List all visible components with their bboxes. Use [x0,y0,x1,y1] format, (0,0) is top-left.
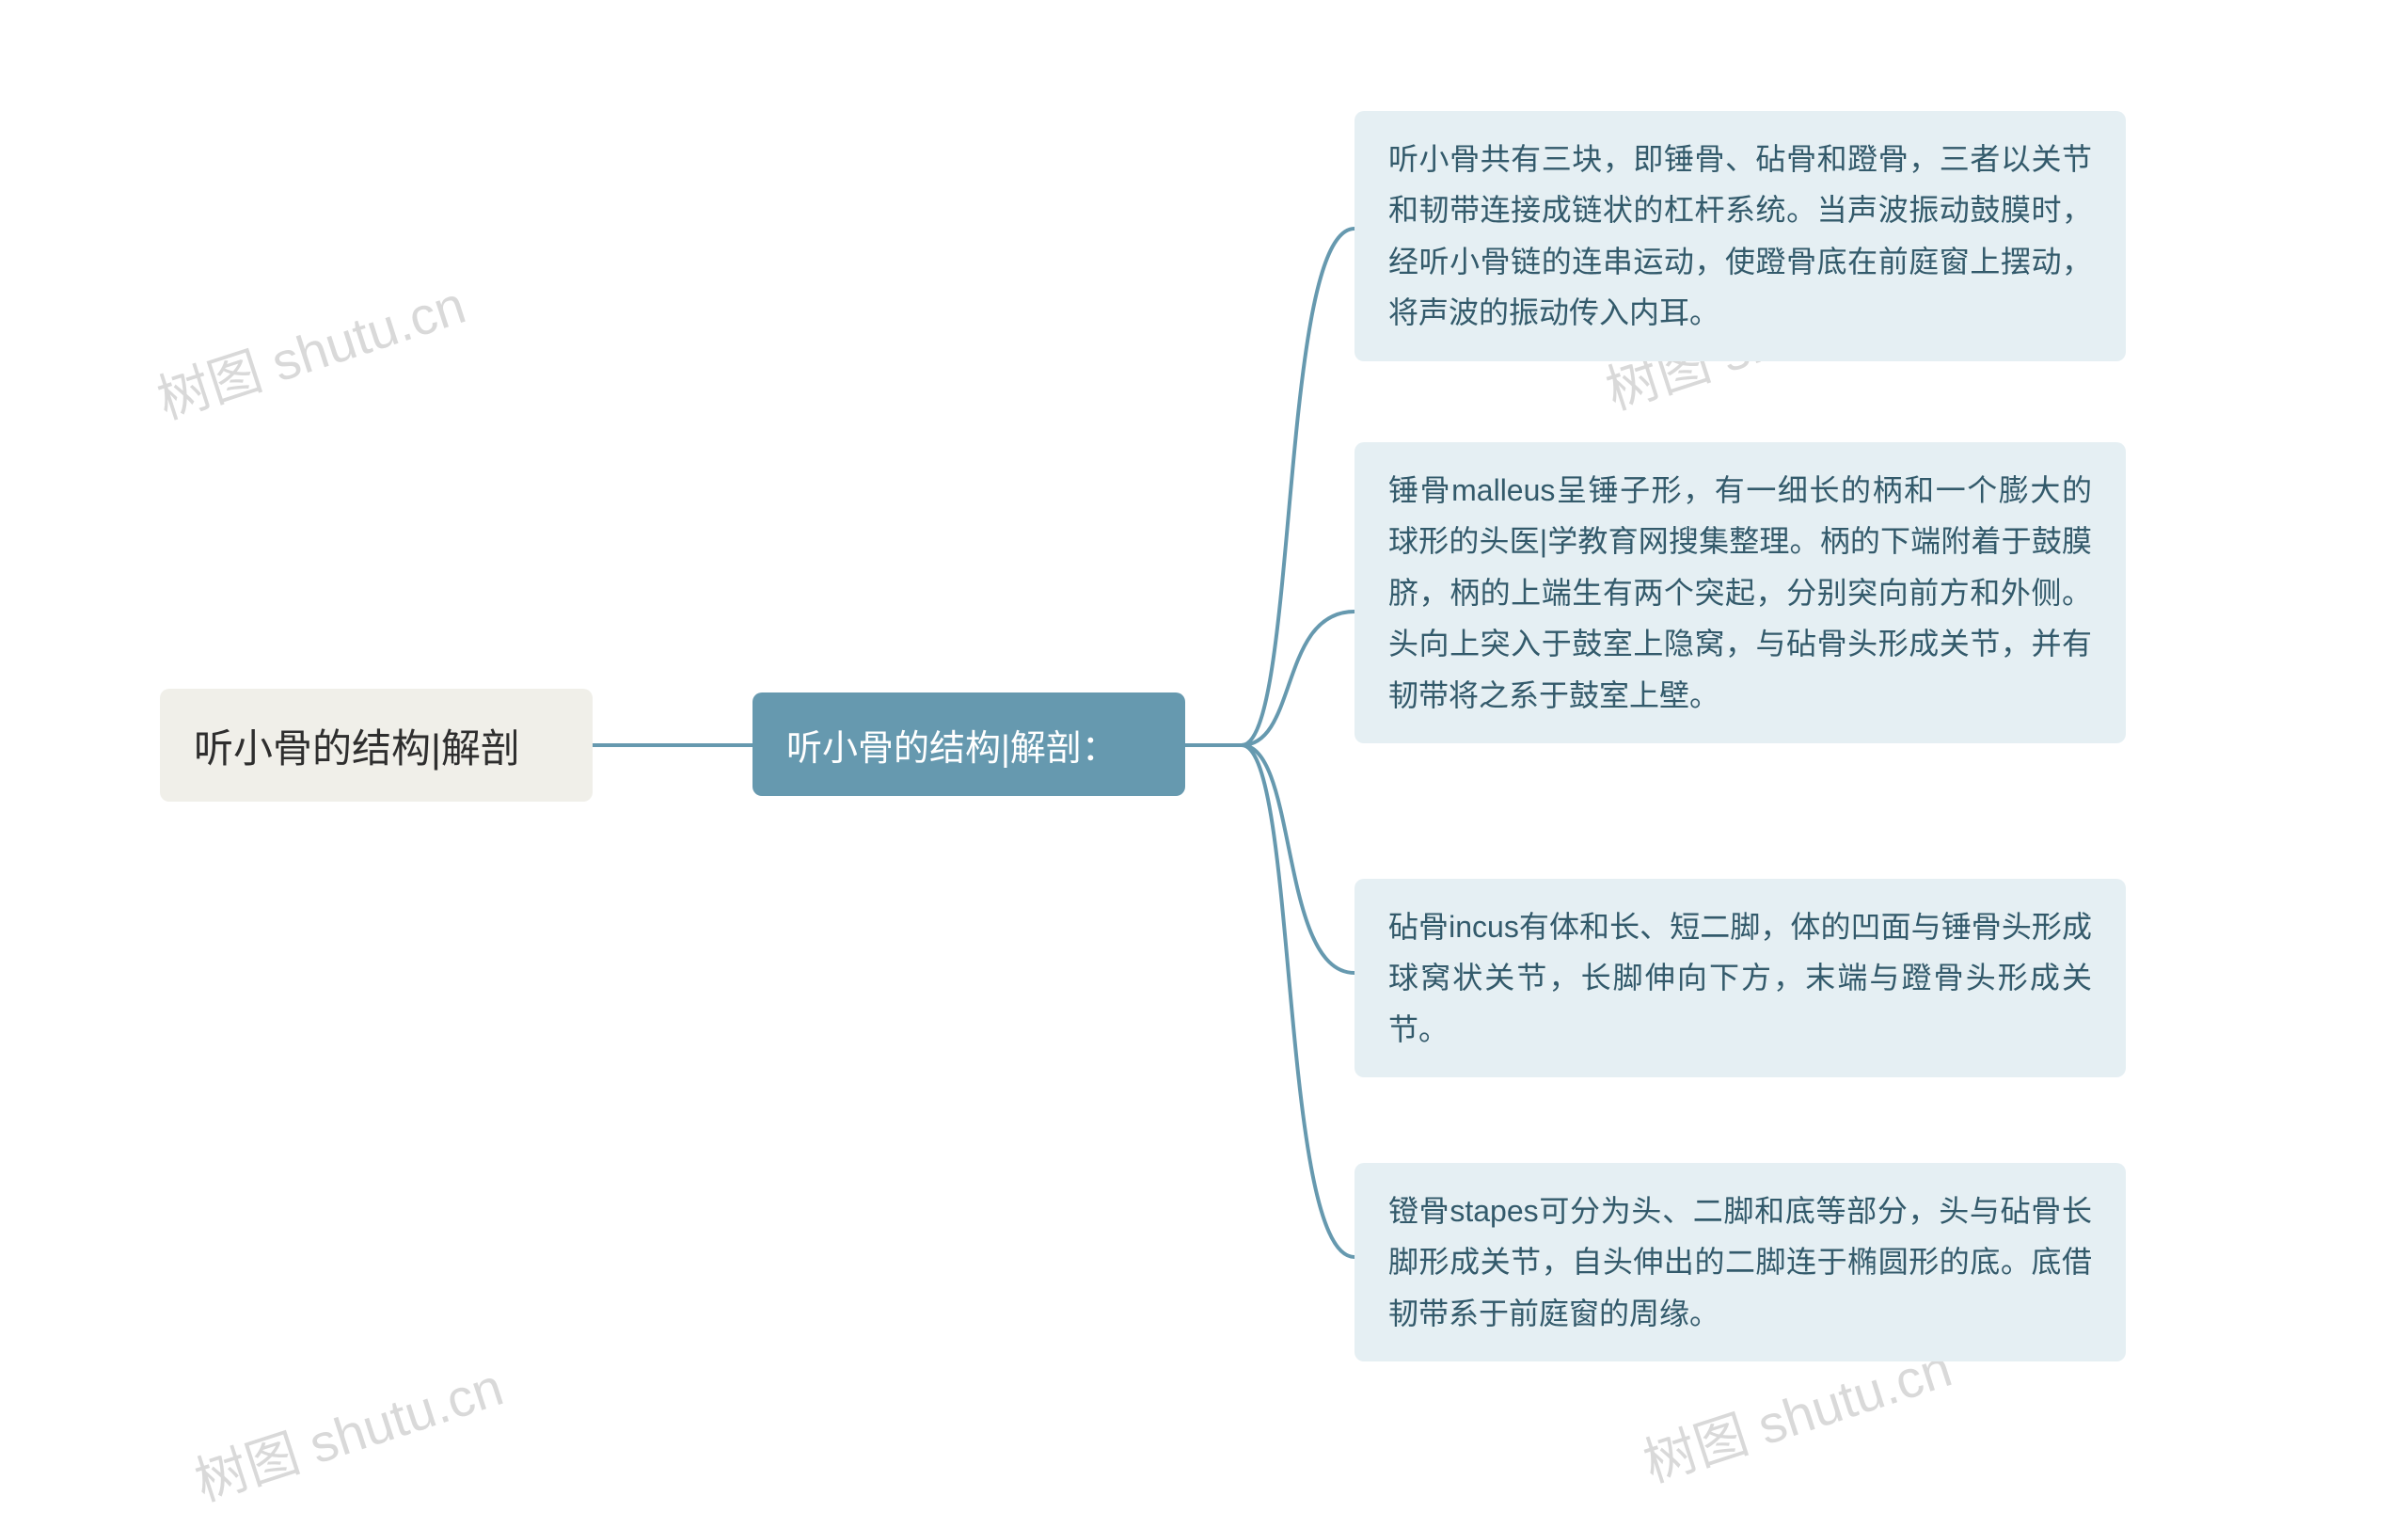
mindmap-branch-node[interactable]: 听小骨的结构|解剖： [752,692,1185,796]
leaf-node-text: 镫骨stapes可分为头、二脚和底等部分，头与砧骨长脚形成关节，自头伸出的二脚连… [1388,1186,2092,1339]
mindmap-leaf-node[interactable]: 听小骨共有三块，即锤骨、砧骨和蹬骨，三者以关节和韧带连接成链状的杠杆系统。当声波… [1354,111,2126,361]
root-node-text: 听小骨的结构|解剖 [194,717,520,774]
leaf-node-text: 听小骨共有三块，即锤骨、砧骨和蹬骨，三者以关节和韧带连接成链状的杠杆系统。当声波… [1388,134,2092,339]
watermark: 树图 shutu.cn [147,263,474,435]
watermark: 树图 shutu.cn [184,1345,512,1517]
leaf-node-text: 锤骨malleus呈锤子形，有一细长的柄和一个膨大的球形的头医|学教育网搜集整理… [1388,465,2092,721]
mindmap-leaf-node[interactable]: 砧骨incus有体和长、短二脚，体的凹面与锤骨头形成球窝状关节，长脚伸向下方，末… [1354,879,2126,1077]
mindmap-leaf-node[interactable]: 镫骨stapes可分为头、二脚和底等部分，头与砧骨长脚形成关节，自头伸出的二脚连… [1354,1163,2126,1361]
mindmap-leaf-node[interactable]: 锤骨malleus呈锤子形，有一细长的柄和一个膨大的球形的头医|学教育网搜集整理… [1354,442,2126,743]
mindmap-root-node[interactable]: 听小骨的结构|解剖 [160,689,593,802]
leaf-node-text: 砧骨incus有体和长、短二脚，体的凹面与锤骨头形成球窝状关节，长脚伸向下方，末… [1388,901,2092,1055]
branch-node-text: 听小骨的结构|解剖： [786,719,1117,771]
